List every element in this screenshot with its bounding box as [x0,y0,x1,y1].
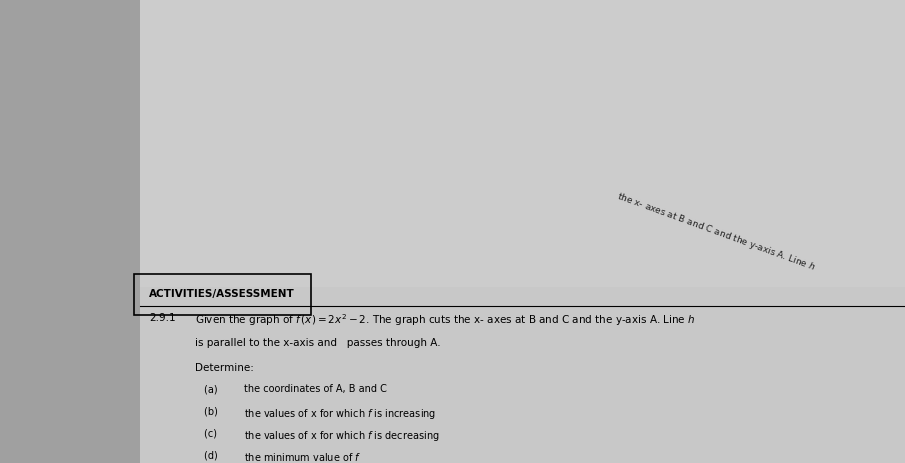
Text: (b): (b) [204,407,229,417]
Text: -4: -4 [283,239,291,248]
Text: 13: 13 [327,42,337,51]
Text: 10: 10 [327,84,337,93]
Text: the values of x for which $f$ is decreasing: the values of x for which $f$ is decreas… [244,429,440,443]
Text: p: p [358,308,366,319]
Text: 10: 10 [479,239,489,248]
Text: -13: -13 [324,407,337,416]
Text: the minimum value of $f$: the minimum value of $f$ [244,451,362,463]
Text: -12: -12 [324,394,337,402]
Text: y: y [349,21,357,34]
Text: -3: -3 [297,239,305,248]
FancyBboxPatch shape [140,287,905,463]
Text: Determine:: Determine: [195,363,253,374]
Text: the coordinates of A, B and C: the coordinates of A, B and C [244,384,387,394]
Text: -3: -3 [329,267,337,276]
Text: 2: 2 [332,197,337,206]
Text: 4: 4 [396,239,402,248]
Text: -10: -10 [324,365,337,374]
Text: -5: -5 [269,239,277,248]
Text: ACTIVITIES/ASSESSMENT: ACTIVITIES/ASSESSMENT [149,289,295,300]
Text: 6: 6 [424,239,430,248]
Text: 1: 1 [355,239,359,248]
Text: 7: 7 [332,126,337,135]
Text: is parallel to the x-axis and   passes through A.: is parallel to the x-axis and passes thr… [195,338,440,348]
Text: 5: 5 [411,239,415,248]
Text: -8: -8 [329,337,337,346]
Text: 8: 8 [453,239,458,248]
Text: -6: -6 [329,309,337,318]
Text: -6: -6 [255,239,262,248]
Text: 1: 1 [332,211,337,220]
Text: 4: 4 [332,169,337,178]
Text: 6: 6 [332,140,337,150]
Text: 14: 14 [327,28,337,37]
Text: 8: 8 [332,113,337,121]
Text: 5: 5 [332,155,337,163]
Text: 11: 11 [492,239,502,248]
Text: 9: 9 [332,98,337,107]
Text: -5: -5 [329,295,337,304]
Text: 2: 2 [368,239,374,248]
Text: 3: 3 [383,239,387,248]
Text: b: b [310,112,317,122]
Text: -2: -2 [329,253,337,262]
Text: -2: -2 [311,239,319,248]
Text: 2.9.1: 2.9.1 [149,313,176,323]
Text: the values of x for which $f$ is increasing: the values of x for which $f$ is increas… [244,407,436,420]
Text: 12: 12 [327,56,337,65]
Text: -1: -1 [329,239,337,248]
Text: -11: -11 [324,379,337,388]
Text: -4: -4 [329,281,337,290]
Text: the x- axes at B and C and the y-axis A. Line $h$: the x- axes at B and C and the y-axis A.… [615,189,817,274]
Text: 7: 7 [439,239,443,248]
Text: Given the graph of $f\,(x) = 2x^2 - 2$. The graph cuts the x- axes at B and C an: Given the graph of $f\,(x) = 2x^2 - 2$. … [195,313,695,328]
FancyBboxPatch shape [140,0,905,463]
Text: (d): (d) [204,451,225,461]
Text: -1: -1 [325,239,333,248]
Text: 9: 9 [467,239,472,248]
Text: 3: 3 [332,182,337,192]
Text: (c): (c) [204,429,228,439]
Text: 11: 11 [327,70,337,79]
Text: (a): (a) [204,384,227,394]
Text: -7: -7 [329,323,337,332]
Text: -9: -9 [329,351,337,360]
